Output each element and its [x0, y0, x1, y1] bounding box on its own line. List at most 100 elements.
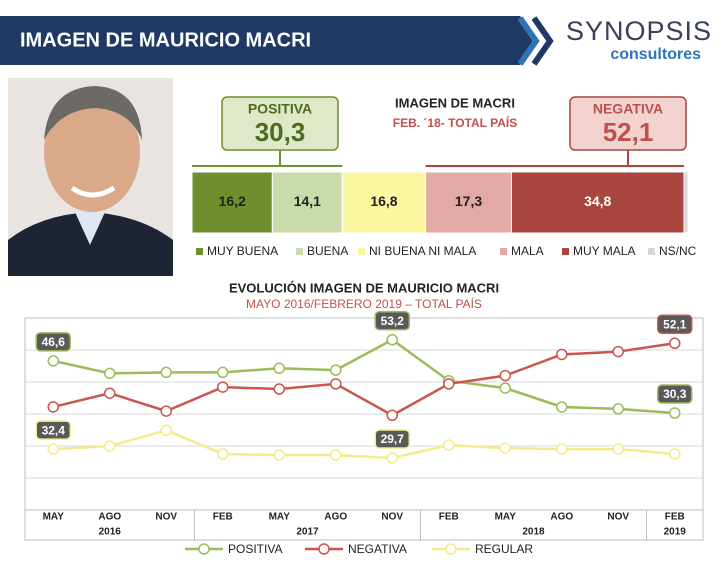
bar-segment: [271, 171, 343, 234]
data-label: 46,6: [42, 335, 66, 349]
data-label-box: [657, 384, 693, 404]
data-point: [47, 355, 59, 367]
data-label: 30,3: [663, 387, 687, 401]
logo-tagline: consultores: [610, 46, 701, 63]
bar-segment: [425, 171, 512, 234]
data-point: [612, 345, 624, 358]
chart-subtitle: MAYO 2016/FEBRERO 2019 – TOTAL PAÍS: [246, 296, 482, 311]
data-point: [386, 334, 398, 346]
data-point: [330, 449, 342, 461]
chart-subtitle: FEB. ´18- TOTAL PAÍS: [393, 115, 517, 130]
data-label: 53,2: [381, 314, 405, 328]
legend-swatch: [196, 248, 203, 255]
total-box: [569, 96, 687, 151]
legend-label: REGULAR: [475, 542, 533, 556]
x-tick-label: NOV: [155, 512, 177, 523]
legend-label: BUENA: [307, 244, 348, 258]
total-box: [221, 96, 339, 151]
total-label: POSITIVA: [248, 101, 312, 117]
data-label: 16,2: [219, 193, 246, 209]
data-point: [499, 369, 511, 382]
series-line: [53, 428, 675, 460]
data-point: [556, 443, 568, 455]
data-point: [556, 348, 568, 361]
x-tick-label: MAY: [495, 512, 517, 523]
data-point: [499, 382, 511, 394]
data-label-box: [657, 314, 693, 335]
data-point: [104, 440, 116, 452]
legend-swatch: [500, 248, 507, 255]
chart-title: EVOLUCIÓN IMAGEN DE MAURICIO MACRI: [229, 280, 499, 295]
x-group-label: 2018: [522, 527, 545, 538]
data-point: [669, 407, 681, 419]
data-point: [386, 452, 398, 464]
bar-segment: [191, 171, 273, 234]
legend-label: NEGATIVA: [348, 542, 407, 556]
data-label: 16,8: [370, 193, 397, 209]
bar-segment: [341, 171, 427, 234]
legend-label: NS/NC: [659, 244, 697, 258]
data-point: [556, 401, 568, 413]
data-label: 14,1: [294, 193, 321, 209]
data-point: [669, 337, 681, 350]
total-value: 30,3: [255, 117, 306, 147]
series-line: [52, 338, 675, 415]
total-label: NEGATIVA: [593, 101, 663, 117]
data-point: [273, 383, 285, 395]
total-value: 52,1: [603, 117, 654, 147]
legend-swatch: [358, 248, 365, 255]
data-point: [160, 405, 172, 417]
legend-label: MUY MALA: [573, 244, 635, 258]
chevron: [531, 16, 554, 66]
data-point: [104, 387, 116, 399]
data-point: [47, 401, 59, 413]
data-label-box: [35, 332, 71, 352]
data-label-box: [35, 420, 71, 440]
data-point: [443, 439, 455, 451]
series-line: [52, 342, 675, 417]
legend-label: NI BUENA NI MALA: [369, 244, 476, 258]
plot-grid: [25, 349, 703, 479]
legend-swatch: [648, 248, 655, 255]
data-point: [612, 403, 624, 415]
data-point: [330, 378, 342, 390]
data-point: [273, 449, 285, 461]
data-point: [330, 364, 342, 376]
bar-segment: [683, 171, 689, 234]
data-label: 32,4: [42, 423, 66, 437]
legend-marker: [198, 543, 210, 555]
legend-marker: [445, 543, 457, 555]
chart-title: IMAGEN DE MACRI: [395, 95, 515, 110]
data-point: [273, 362, 285, 374]
category-band: [24, 509, 704, 541]
data-label: 29,7: [381, 432, 405, 446]
legend-label: MUY BUENA: [207, 244, 278, 258]
header-title: IMAGEN DE MAURICIO MACRI: [20, 29, 311, 51]
x-tick-label: FEB: [213, 512, 233, 523]
data-point: [217, 381, 229, 393]
data-point: [160, 424, 172, 436]
data-point: [217, 448, 229, 460]
data-label: 17,3: [455, 193, 482, 209]
data-point: [386, 409, 398, 422]
data-label-box: [374, 429, 410, 449]
bar-segment: [510, 171, 685, 234]
legend-swatch: [296, 248, 303, 255]
x-group-label: 2017: [296, 527, 319, 538]
legend-label: POSITIVA: [228, 542, 282, 556]
data-point: [217, 366, 229, 379]
data-point: [47, 443, 59, 455]
x-tick-label: NOV: [381, 512, 403, 523]
x-tick-label: AGO: [550, 512, 573, 523]
legend-swatch: [562, 248, 569, 255]
header-band: [0, 16, 538, 65]
x-group-label: 2019: [664, 527, 687, 538]
data-point: [499, 442, 511, 454]
x-tick-label: AGO: [98, 512, 121, 523]
data-label-box: [374, 311, 410, 331]
data-point: [612, 443, 624, 455]
x-tick-label: MAY: [269, 512, 291, 523]
data-label: 52,1: [663, 317, 687, 331]
data-point: [443, 378, 455, 390]
